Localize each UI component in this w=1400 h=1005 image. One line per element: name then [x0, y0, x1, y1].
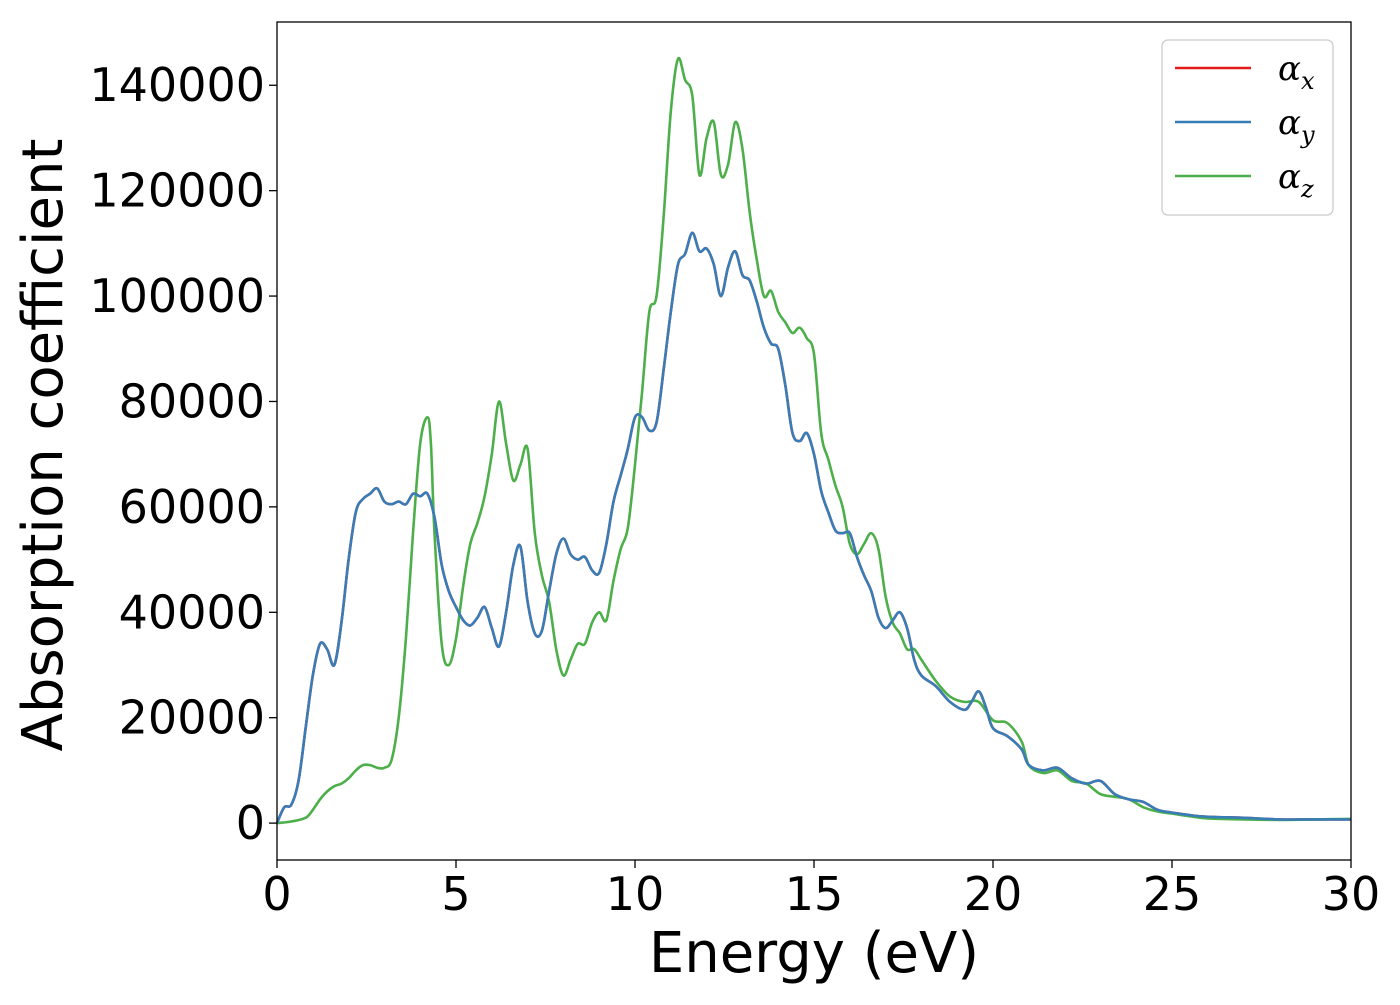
axis-ticks: 0 5 10 15 20 25 30 0 20000 40000 60000 80000 100000 1… — [89, 58, 1380, 921]
x-tick-label: 0 — [262, 867, 291, 921]
y-tick-label: 100000 — [89, 269, 265, 323]
series-line-x — [275, 231, 1351, 824]
legend-label-x: αx — [1278, 49, 1315, 95]
series-line-y — [275, 231, 1351, 824]
x-tick-label: 15 — [785, 867, 844, 921]
series-line-z — [276, 56, 1352, 825]
y-axis-label: Absorption coefficient — [11, 139, 76, 752]
y-tick-label: 120000 — [89, 164, 265, 218]
y-tick-label: 60000 — [119, 480, 265, 534]
x-axis-label: Energy (eV) — [649, 921, 979, 986]
x-tick-label: 10 — [606, 867, 665, 921]
y-tick-label: 80000 — [119, 374, 265, 428]
legend: αx αy αz — [1161, 39, 1334, 216]
legend-box — [1161, 39, 1334, 216]
y-tick-label: 140000 — [89, 58, 265, 112]
x-tick-label: 25 — [1143, 867, 1202, 921]
legend-label-y: αy — [1278, 103, 1315, 149]
plot-frame — [276, 21, 1352, 861]
y-tick-label: 20000 — [119, 691, 265, 745]
x-tick-label: 20 — [964, 867, 1023, 921]
y-tick-label: 0 — [236, 796, 265, 850]
plot-series — [275, 56, 1352, 825]
x-tick-label: 30 — [1322, 867, 1381, 921]
y-tick-label: 40000 — [119, 585, 265, 639]
x-tick-label: 5 — [441, 867, 470, 921]
legend-label-z: αz — [1278, 157, 1314, 203]
